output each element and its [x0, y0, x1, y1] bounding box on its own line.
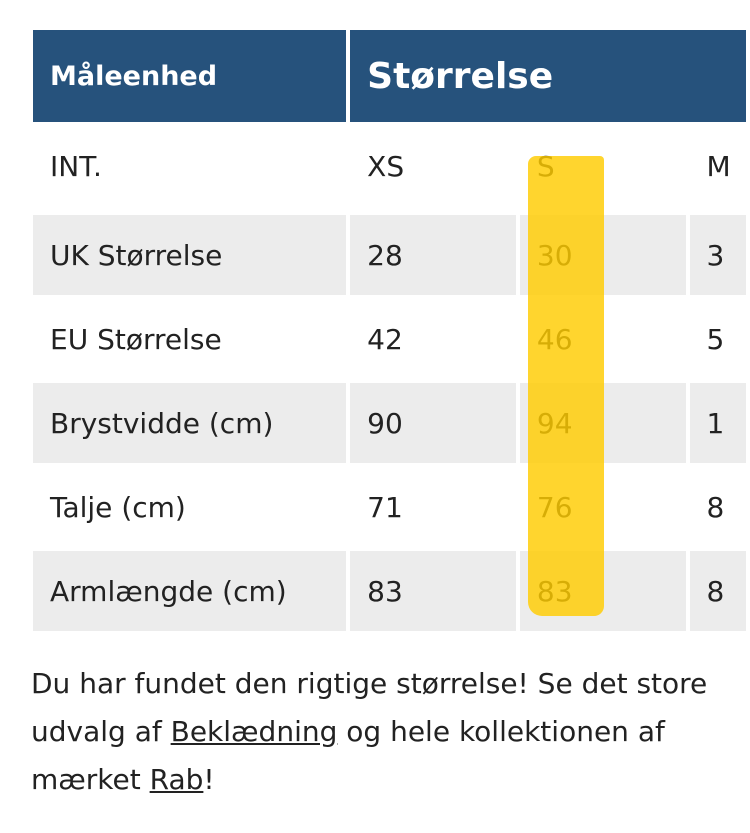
size-cell: 8	[689, 547, 746, 631]
link-beklaedning[interactable]: Beklædning	[170, 715, 338, 748]
row-label: Armlængde (cm)	[33, 547, 347, 631]
row-label: EU Størrelse	[33, 295, 347, 379]
table-row: UK Størrelse 28 30 3	[33, 211, 746, 295]
size-cell: 3	[689, 211, 746, 295]
size-cell: 28	[350, 211, 516, 295]
table-header-row: Måleenhed Størrelse	[33, 30, 746, 122]
size-cell: XS	[367, 150, 405, 183]
size-cell: 76	[519, 463, 686, 547]
size-cell: 94	[519, 379, 686, 463]
size-cell: 90	[350, 379, 516, 463]
size-cell: 42	[350, 295, 516, 379]
size-cell: 71	[350, 463, 516, 547]
header-size: Størrelse	[350, 30, 746, 122]
row-label: INT.	[50, 150, 102, 183]
size-chart: Måleenhed Størrelse INT. XS S M UK Størrelse…	[33, 30, 750, 631]
size-cell: 46	[519, 295, 686, 379]
size-cell: 8	[689, 463, 746, 547]
row-label: Talje (cm)	[33, 463, 347, 547]
table-row: Brystvidde (cm) 90 94 1	[33, 379, 746, 463]
size-cell: 30	[519, 211, 686, 295]
row-label: Brystvidde (cm)	[33, 379, 347, 463]
size-message: Du har fundet den rigtige størrelse! Se …	[31, 667, 708, 796]
table-row: Armlængde (cm) 83 83 8	[33, 547, 746, 631]
size-cell: 83	[519, 547, 686, 631]
size-table: Måleenhed Størrelse INT. XS S M UK Størrelse…	[33, 30, 750, 631]
header-unit: Måleenhed	[33, 30, 347, 122]
link-rab[interactable]: Rab	[149, 763, 204, 796]
table-row: EU Størrelse 42 46 5	[33, 295, 746, 379]
size-cell: M	[706, 150, 731, 183]
row-label: UK Størrelse	[33, 211, 347, 295]
size-cell: 1	[689, 379, 746, 463]
table-row: INT. XS S M	[33, 122, 746, 211]
size-cell: 5	[689, 295, 746, 379]
table-row: Talje (cm) 71 76 8	[33, 463, 746, 547]
size-cell: S	[536, 150, 555, 183]
size-cell: 83	[350, 547, 516, 631]
